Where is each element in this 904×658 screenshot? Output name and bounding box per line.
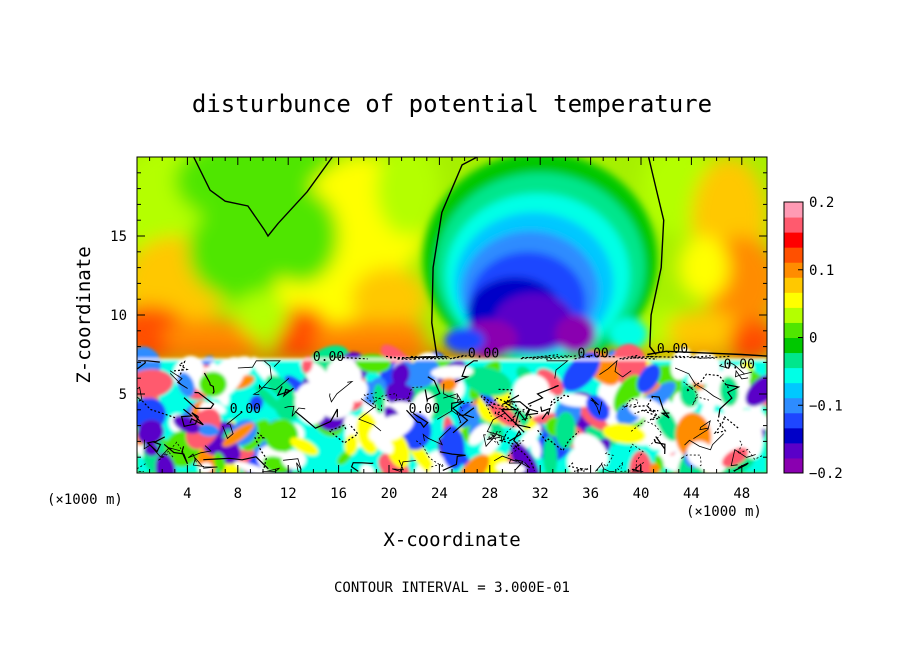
contour-label: 0.00: [657, 342, 688, 357]
y-axis-label: Z-coordinate: [73, 246, 95, 383]
colorbar-swatch: [784, 292, 803, 308]
contour-label: 0.00: [409, 402, 440, 417]
cold-dome: [423, 152, 657, 367]
colorbar: 0.2 0.1 0 −0.1 −0.2: [784, 195, 843, 482]
contour-label: 0.00: [724, 358, 755, 373]
contour-label: 0.00: [468, 347, 499, 362]
colorbar-swatch: [784, 307, 803, 323]
x-axis-label: X-coordinate: [383, 529, 520, 551]
colorbar-label: 0: [809, 331, 817, 347]
colorbar-swatch: [784, 247, 803, 263]
colorbar-label: 0.1: [809, 263, 834, 279]
x-tick-label: 32: [532, 486, 549, 502]
x-tick-label: 16: [330, 486, 347, 502]
x-tick-label: 28: [481, 486, 498, 502]
x-tick-label: 4: [183, 486, 191, 502]
contour-label: 0.00: [577, 347, 608, 362]
x-tick-label: 20: [381, 486, 398, 502]
contour-label: 0.00: [313, 350, 344, 365]
field-patch: [679, 236, 729, 299]
y-tick-label: 5: [119, 387, 127, 403]
plot-field: 0.00 0.00 0.00 0.00 0.00 0.00 0.00: [111, 133, 784, 498]
colorbar-swatch: [784, 458, 803, 474]
field-patch: [376, 141, 439, 236]
x-tick-label: 44: [683, 486, 700, 502]
inversion-line: [137, 358, 767, 360]
contour-label: 0.00: [230, 402, 261, 417]
field-patch: [238, 291, 288, 338]
colorbar-swatch: [784, 202, 803, 218]
colorbar-label: 0.2: [809, 195, 834, 211]
colorbar-swatch: [784, 443, 803, 459]
y-tick-label: 10: [110, 308, 127, 324]
colorbar-label: −0.1: [809, 398, 843, 414]
x-unit-left: (×1000 m): [47, 492, 123, 508]
x-tick-label: 12: [280, 486, 297, 502]
colorbar-label: −0.2: [809, 466, 843, 482]
contour-interval-note: CONTOUR INTERVAL = 3.000E-01: [334, 580, 570, 596]
x-tick-label: 24: [431, 486, 448, 502]
colorbar-swatch: [784, 383, 803, 399]
y-tick-label: 15: [110, 229, 127, 245]
colorbar-swatch: [784, 338, 803, 354]
field-patch: [263, 189, 339, 284]
colorbar-swatch: [784, 353, 803, 369]
mixed-layer: [118, 338, 784, 499]
colorbar-swatch: [784, 322, 803, 338]
colorbar-swatch: [784, 232, 803, 248]
colorbar-swatch: [784, 428, 803, 444]
x-unit-right: (×1000 m): [686, 504, 762, 520]
colorbar-swatch: [784, 413, 803, 429]
x-tick-label: 40: [633, 486, 650, 502]
chart-title: disturbunce of potential temperature: [192, 90, 712, 118]
colorbar-swatch: [784, 217, 803, 233]
x-tick-label: 36: [582, 486, 599, 502]
x-tick-label: 48: [733, 486, 750, 502]
x-tick-label: 8: [234, 486, 242, 502]
colorbar-swatch: [784, 277, 803, 293]
colorbar-swatch: [784, 368, 803, 384]
